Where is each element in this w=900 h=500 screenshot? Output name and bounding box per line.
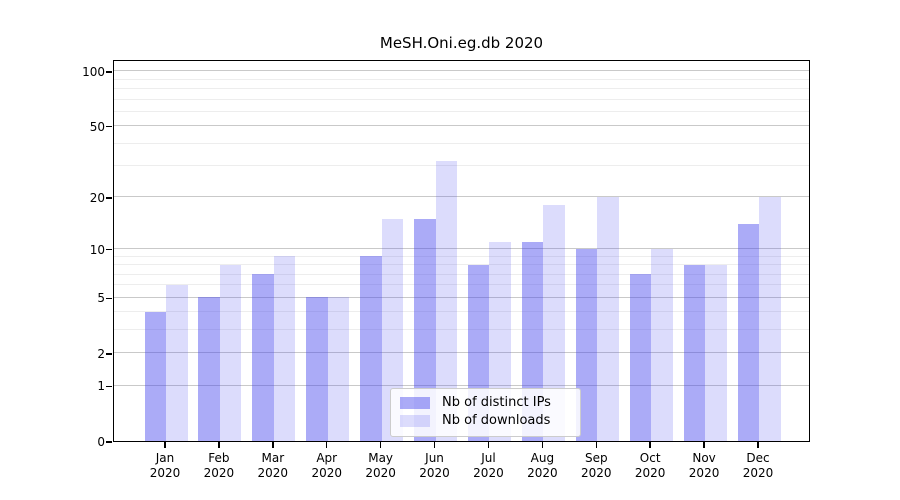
gridline-major-20	[114, 196, 809, 198]
gridline-major-1	[114, 384, 809, 386]
bar-nov-ips	[683, 264, 706, 441]
bar-nov-downloads	[705, 264, 727, 441]
legend-label-downloads: Nb of downloads	[442, 413, 551, 428]
gridline-minor-9	[114, 255, 809, 257]
bar-oct-ips	[629, 274, 652, 441]
bar-jan-downloads	[166, 284, 188, 441]
bar-mar-downloads	[273, 256, 296, 441]
x-tick-label-oct: Oct 2020	[634, 451, 666, 480]
bar-oct-downloads	[651, 248, 673, 441]
x-tick-label-apr: Apr 2020	[311, 451, 342, 480]
chart-title: MeSH.Oni.eg.db 2020	[379, 34, 544, 52]
gridline-minor-30	[114, 165, 809, 167]
y-tick-label-5: 5	[97, 291, 105, 306]
bar-jan-ips	[144, 311, 166, 441]
bar-jun-downloads	[435, 160, 458, 441]
y-tick-label-100: 100	[82, 64, 105, 79]
x-tick-mar	[272, 442, 274, 448]
plot-canvas	[114, 61, 809, 441]
x-tick-label-jun: Jun 2020	[419, 451, 450, 480]
legend-label-distinct-ips: Nb of distinct IPs	[442, 395, 551, 410]
bar-feb-downloads	[219, 264, 242, 441]
bar-jun-ips	[414, 218, 436, 441]
gridline-major-50	[114, 125, 809, 127]
y-tick-20	[106, 197, 112, 199]
bar-dec-downloads	[759, 196, 781, 441]
x-tick-label-dec: Dec 2020	[742, 451, 774, 480]
x-tick-label-jul: Jul 2020	[473, 451, 504, 480]
gridline-minor-70	[114, 98, 809, 100]
x-tick-dec	[757, 442, 759, 448]
gridline-minor-60	[114, 110, 809, 112]
gridline-minor-7	[114, 273, 809, 275]
y-tick-label-20: 20	[89, 190, 105, 205]
gridline-minor-4	[114, 311, 809, 313]
gridline-major-10	[114, 248, 809, 250]
y-tick-label-1: 1	[97, 379, 105, 394]
x-tick-apr	[325, 442, 328, 448]
gridline-minor-40	[114, 142, 809, 144]
y-tick-10	[106, 248, 112, 251]
legend: Nb of distinct IPs Nb of downloads	[390, 388, 581, 437]
y-tick-label-0: 0	[97, 435, 105, 449]
x-tick-nov	[703, 442, 705, 448]
plot-area	[113, 60, 810, 442]
y-tick-label-2: 2	[97, 346, 105, 361]
legend-swatch-distinct-ips	[400, 397, 430, 409]
bar-sep-downloads	[597, 196, 619, 441]
gridline-minor-6	[114, 284, 809, 286]
bar-aug-downloads	[543, 204, 565, 441]
gridline-minor-3	[114, 329, 809, 331]
legend-row-downloads: Nb of downloads	[400, 412, 571, 430]
x-tick-jul	[487, 442, 490, 448]
gridline-major-100	[114, 70, 809, 72]
bar-may-ips	[360, 256, 382, 441]
gridline-major-5	[114, 296, 809, 298]
y-tick-50	[106, 125, 112, 128]
gridline-minor-90	[114, 78, 809, 80]
x-tick-feb	[218, 442, 220, 448]
x-tick-jan	[164, 442, 166, 448]
gridline-major-2	[114, 352, 809, 354]
gridline-minor-8	[114, 264, 809, 266]
legend-row-ips: Nb of distinct IPs	[400, 394, 571, 412]
bar-mar-ips	[252, 274, 274, 441]
bar-sep-ips	[575, 248, 598, 441]
y-tick-1	[106, 385, 112, 388]
bar-may-downloads	[381, 218, 404, 441]
y-tick-label-50: 50	[89, 119, 105, 134]
y-tick-label-10: 10	[89, 242, 105, 257]
gridline-minor-80	[114, 88, 809, 89]
x-tick-label-sep: Sep 2020	[580, 451, 612, 480]
y-tick-5	[106, 297, 112, 300]
x-tick-label-may: May 2020	[365, 451, 396, 480]
bar-feb-ips	[198, 297, 220, 441]
y-tick-0	[106, 441, 112, 443]
x-tick-sep	[595, 442, 598, 448]
x-tick-oct	[649, 442, 651, 448]
x-tick-label-mar: Mar 2020	[257, 451, 289, 480]
x-tick-jun	[433, 442, 436, 448]
x-tick-label-jan: Jan 2020	[149, 451, 181, 480]
bar-dec-ips	[737, 223, 759, 441]
y-tick-100	[106, 71, 112, 73]
legend-swatch-downloads	[400, 415, 430, 427]
bar-apr-downloads	[327, 297, 350, 441]
x-tick-label-feb: Feb 2020	[203, 451, 235, 480]
bar-apr-ips	[306, 297, 328, 441]
x-tick-label-nov: Nov 2020	[688, 451, 720, 480]
x-tick-label-aug: Aug 2020	[527, 451, 558, 480]
x-tick-aug	[541, 442, 544, 448]
x-tick-may	[379, 442, 382, 448]
y-tick-2	[106, 353, 112, 355]
